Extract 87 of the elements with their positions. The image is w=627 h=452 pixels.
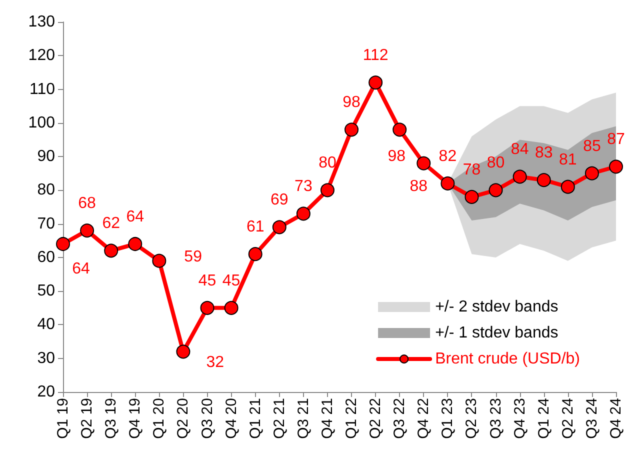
x-tick-label: Q1 20	[150, 398, 168, 439]
data-label: 59	[184, 248, 202, 266]
x-tick-label: Q4 22	[415, 398, 432, 439]
x-tick-label: Q4 19	[126, 398, 144, 439]
data-label: 88	[410, 178, 428, 195]
x-tick-label: Q2 24	[559, 398, 576, 439]
x-tick-label: Q4 24	[608, 398, 624, 439]
x-tick-label: Q3 24	[583, 398, 600, 439]
point	[584, 166, 599, 180]
x-tick-label: Q3 21	[294, 398, 312, 439]
point	[464, 190, 479, 204]
data-label: 61	[246, 218, 264, 236]
data-label: 83	[534, 144, 553, 162]
x-tick-label: Q1 19	[54, 398, 72, 439]
point	[416, 156, 431, 170]
point	[392, 122, 407, 137]
y-tick-label: 20	[37, 384, 56, 400]
y-tick-label: 60	[37, 248, 56, 266]
point	[104, 244, 118, 258]
point	[272, 220, 286, 234]
x-tick-label: Q2 21	[270, 398, 288, 439]
y-tick-label: 40	[37, 316, 56, 334]
point	[320, 183, 334, 198]
y-tick-label: 30	[37, 350, 56, 367]
x-tick-label: Q2 19	[78, 398, 96, 439]
x-tick-label: Q3 22	[391, 398, 408, 439]
point	[440, 176, 455, 190]
x-tick-label: Q2 22	[367, 398, 384, 439]
point	[80, 224, 94, 238]
legend-label: +/- 2 stdev bands	[435, 298, 558, 316]
y-tick-label: 80	[37, 182, 56, 199]
y-tick-label: 100	[28, 114, 56, 132]
y-tick-label: 90	[37, 148, 56, 166]
point	[224, 300, 238, 315]
x-tick-label: Q4 23	[511, 398, 528, 439]
x-tick-label: Q4 20	[222, 398, 240, 439]
x-tick-label: Q3 19	[102, 398, 120, 439]
x-tick-label: Q1 22	[343, 398, 360, 439]
point	[56, 237, 70, 251]
x-tick-label: Q1 24	[535, 398, 552, 439]
y-tick-label: 70	[37, 215, 56, 232]
data-label: 62	[102, 215, 120, 232]
x-tick-label: Q2 20	[174, 398, 192, 439]
point	[152, 254, 166, 268]
point	[512, 170, 527, 184]
data-label: 45	[222, 272, 240, 290]
data-label: 68	[78, 195, 96, 212]
y-tick-label: 50	[37, 282, 56, 300]
data-label: 98	[342, 94, 361, 112]
legend-label: +/- 1 stdev bands	[435, 324, 558, 342]
x-tick-label: Q2 23	[463, 398, 480, 439]
data-label: 82	[438, 148, 457, 165]
data-label: 73	[294, 178, 312, 196]
x-tick-label: Q1 21	[246, 398, 264, 439]
data-label: 112	[362, 47, 388, 64]
data-label: 64	[72, 260, 90, 278]
point	[609, 160, 623, 174]
data-label: 84	[510, 141, 529, 158]
point	[344, 122, 359, 137]
data-label: 87	[607, 131, 625, 148]
point	[536, 173, 551, 188]
data-label: 80	[486, 154, 505, 172]
data-label: 78	[462, 161, 481, 178]
point	[176, 344, 190, 359]
point	[296, 206, 310, 221]
point	[488, 183, 503, 198]
data-label: 69	[270, 192, 288, 209]
x-tick-label: Q1 23	[439, 398, 456, 439]
point	[368, 76, 383, 90]
y-tick-label: 110	[29, 80, 56, 98]
point	[128, 237, 142, 251]
data-label: 81	[559, 151, 577, 168]
x-tick-label: Q3 20	[198, 398, 216, 439]
data-label: 85	[583, 138, 601, 155]
data-label: 80	[318, 154, 336, 172]
legend-label: Brent crude (USD/b)	[435, 350, 580, 368]
data-label: 32	[206, 354, 224, 372]
x-tick-label: Q4 21	[318, 398, 336, 439]
point	[248, 247, 262, 262]
y-tick-label: 130	[28, 14, 56, 30]
data-label: 98	[388, 148, 406, 166]
data-label: 64	[126, 208, 144, 226]
x-tick-label: Q3 23	[487, 398, 504, 439]
point	[560, 180, 575, 194]
data-label: 45	[198, 272, 216, 290]
y-tick-label: 120	[28, 47, 56, 64]
point	[200, 300, 214, 315]
